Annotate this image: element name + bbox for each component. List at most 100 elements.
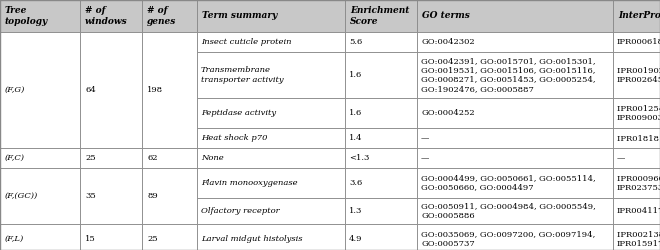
Text: <1.3: <1.3 (349, 154, 370, 162)
Text: 15: 15 (85, 235, 96, 243)
Bar (417, 198, 613, 224)
Bar (613, 168, 660, 198)
Bar (417, 168, 613, 198)
Bar (142, 148, 197, 168)
Bar (142, 0, 197, 32)
Bar (142, 224, 197, 250)
Text: Heat shock p70: Heat shock p70 (201, 134, 267, 142)
Text: (F,G): (F,G) (5, 86, 25, 94)
Text: Transmembrane
transporter activity: Transmembrane transporter activity (201, 66, 284, 84)
Bar (613, 128, 660, 148)
Text: Olfactory receptor: Olfactory receptor (201, 207, 280, 215)
Bar (197, 224, 345, 250)
Text: GO:0004499, GO:0050661, GO:0055114,
GO:0050660, GO:0004497: GO:0004499, GO:0050661, GO:0055114, GO:0… (421, 174, 595, 192)
Text: None: None (201, 154, 224, 162)
Text: 1.3: 1.3 (349, 207, 362, 215)
Text: 198: 198 (147, 86, 163, 94)
Bar (197, 168, 345, 198)
Bar (613, 224, 660, 250)
Text: 1.6: 1.6 (349, 71, 362, 79)
Text: —: — (421, 134, 430, 142)
Bar (345, 98, 417, 128)
Text: 62: 62 (147, 154, 158, 162)
Text: Insect cuticle protein: Insect cuticle protein (201, 38, 292, 46)
Text: 25: 25 (85, 154, 96, 162)
Text: Flavin monooxygenase: Flavin monooxygenase (201, 179, 298, 187)
Bar (80, 148, 142, 168)
Bar (417, 32, 613, 52)
Text: GO terms: GO terms (422, 12, 470, 20)
Text: IPR001902, IPR011547,
IPR002645: IPR001902, IPR011547, IPR002645 (617, 66, 660, 84)
Text: 25: 25 (147, 235, 158, 243)
Text: 64: 64 (85, 86, 96, 94)
Bar (197, 198, 345, 224)
Bar (345, 128, 417, 148)
Bar (613, 32, 660, 52)
Text: # of
windows: # of windows (85, 6, 128, 26)
Text: Enrichment
Score: Enrichment Score (350, 6, 409, 26)
Bar (80, 168, 142, 224)
Bar (0, 32, 80, 148)
Bar (417, 128, 613, 148)
Bar (0, 0, 80, 32)
Text: 1.4: 1.4 (349, 134, 362, 142)
Text: 3.6: 3.6 (349, 179, 362, 187)
Text: IPR001254, IPR018114,
IPR009003: IPR001254, IPR018114, IPR009003 (617, 104, 660, 122)
Bar (345, 0, 417, 32)
Bar (613, 98, 660, 128)
Text: —: — (421, 154, 430, 162)
Bar (417, 0, 613, 32)
Text: 35: 35 (85, 192, 96, 200)
Bar (142, 32, 197, 148)
Text: Tree
topology: Tree topology (5, 6, 48, 26)
Text: 89: 89 (147, 192, 158, 200)
Bar (345, 198, 417, 224)
Text: GO:0042302: GO:0042302 (421, 38, 475, 46)
Bar (417, 224, 613, 250)
Text: (F,(GC)): (F,(GC)) (5, 192, 38, 200)
Text: Term summary: Term summary (202, 12, 277, 20)
Text: Peptidase activity: Peptidase activity (201, 109, 276, 117)
Text: 1.6: 1.6 (349, 109, 362, 117)
Text: GO:0042391, GO:0015701, GO:0015301,
GO:0019531, GO:0015106, GO:0015116,
GO:00082: GO:0042391, GO:0015701, GO:0015301, GO:0… (421, 57, 595, 93)
Bar (417, 52, 613, 98)
Bar (80, 0, 142, 32)
Text: 5.6: 5.6 (349, 38, 362, 46)
Bar (613, 198, 660, 224)
Bar (197, 148, 345, 168)
Bar (142, 168, 197, 224)
Bar (197, 52, 345, 98)
Text: IPR004117: IPR004117 (617, 207, 660, 215)
Text: —: — (617, 154, 626, 162)
Bar (0, 224, 80, 250)
Bar (80, 224, 142, 250)
Text: 4.9: 4.9 (349, 235, 362, 243)
Bar (0, 148, 80, 168)
Text: IPR018181, IPR013126: IPR018181, IPR013126 (617, 134, 660, 142)
Bar (197, 0, 345, 32)
Bar (345, 32, 417, 52)
Text: (F,L): (F,L) (5, 235, 24, 243)
Bar (417, 148, 613, 168)
Bar (613, 148, 660, 168)
Bar (345, 168, 417, 198)
Bar (197, 32, 345, 52)
Bar (345, 52, 417, 98)
Text: GO:0004252: GO:0004252 (421, 109, 475, 117)
Text: IPR002138, IPR001309,
IPR015917: IPR002138, IPR001309, IPR015917 (617, 230, 660, 248)
Bar (613, 0, 660, 32)
Text: IPR000960, IPR020946,
IPR023753: IPR000960, IPR020946, IPR023753 (617, 174, 660, 192)
Text: InterPro domains: InterPro domains (618, 12, 660, 20)
Text: Larval midgut histolysis: Larval midgut histolysis (201, 235, 302, 243)
Bar (0, 168, 80, 224)
Bar (345, 148, 417, 168)
Text: (F,C): (F,C) (5, 154, 25, 162)
Text: GO:0050911, GO:0004984, GO:0005549,
GO:0005886: GO:0050911, GO:0004984, GO:0005549, GO:0… (421, 202, 596, 220)
Text: # of
genes: # of genes (147, 6, 176, 26)
Text: GO:0035069, GO:0097200, GO:0097194,
GO:0005737: GO:0035069, GO:0097200, GO:0097194, GO:0… (421, 230, 595, 248)
Bar (417, 98, 613, 128)
Bar (613, 52, 660, 98)
Bar (80, 32, 142, 148)
Text: IPR000618: IPR000618 (617, 38, 660, 46)
Bar (197, 128, 345, 148)
